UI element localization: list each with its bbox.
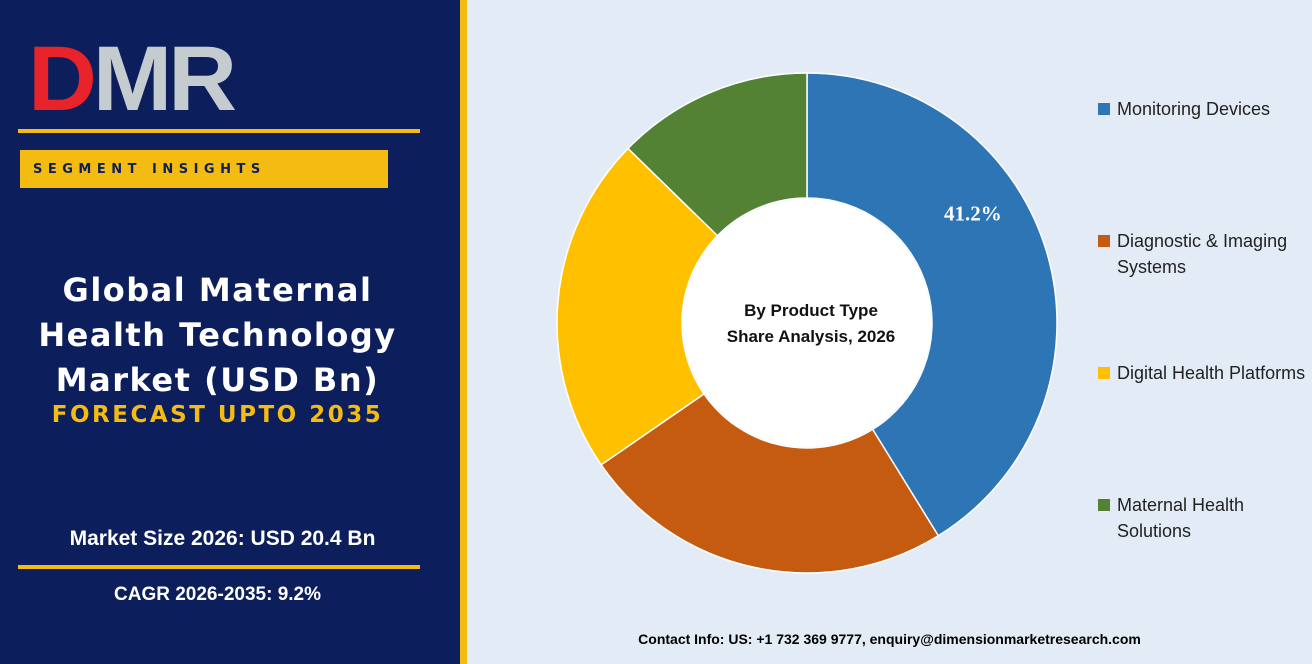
center-label-line: Share Analysis, 2026	[726, 327, 896, 346]
center-label-line: By Product Type	[744, 301, 878, 320]
donut-chart: 41.2%	[556, 72, 1058, 574]
title-line: Health Technology	[38, 316, 397, 354]
top-rule	[18, 129, 420, 133]
legend-swatch	[1098, 367, 1110, 379]
dmr-logo: DMR	[28, 38, 238, 116]
title-line: Global Maternal	[62, 271, 373, 309]
svg-text:DMR: DMR	[28, 38, 236, 116]
slice-data-label: 41.2%	[944, 202, 1002, 226]
legend-label: Maternal Health Solutions	[1117, 495, 1245, 541]
segment-banner-label: SEGMENT INSIGHTS	[33, 161, 266, 177]
donut-slice	[806, 72, 1058, 537]
legend-swatch	[1098, 499, 1110, 511]
chart-center-label: By Product Type Share Analysis, 2026	[691, 298, 931, 350]
market-size-text: Market Size 2026: USD 20.4 Bn	[69, 527, 376, 550]
forecast-subtitle: FORECAST UPTO 2035	[51, 402, 384, 428]
donut-slice	[556, 147, 719, 466]
legend-label: Digital Health Platforms	[1117, 363, 1306, 383]
bottom-rule	[18, 565, 420, 569]
legend-label: Monitoring Devices	[1117, 99, 1271, 119]
donut-hole	[683, 199, 931, 447]
donut-slice	[626, 72, 808, 237]
title-line: Market (USD Bn)	[55, 361, 380, 399]
legend-label: Diagnostic & Imaging Systems	[1117, 231, 1288, 277]
legend-swatch	[1098, 235, 1110, 247]
contact-info: Contact Info: US: +1 732 369 9777, enqui…	[638, 631, 1141, 647]
cagr-text: CAGR 2026-2035: 9.2%	[114, 584, 321, 605]
panel-divider	[460, 0, 467, 664]
donut-slice	[600, 392, 940, 574]
page-title: Global Maternal Health Technology Market…	[0, 268, 435, 403]
legend-swatch	[1098, 103, 1110, 115]
segment-banner: SEGMENT INSIGHTS	[20, 150, 388, 188]
left-panel: DMR SEGMENT INSIGHTS Global Maternal Hea…	[0, 0, 460, 664]
